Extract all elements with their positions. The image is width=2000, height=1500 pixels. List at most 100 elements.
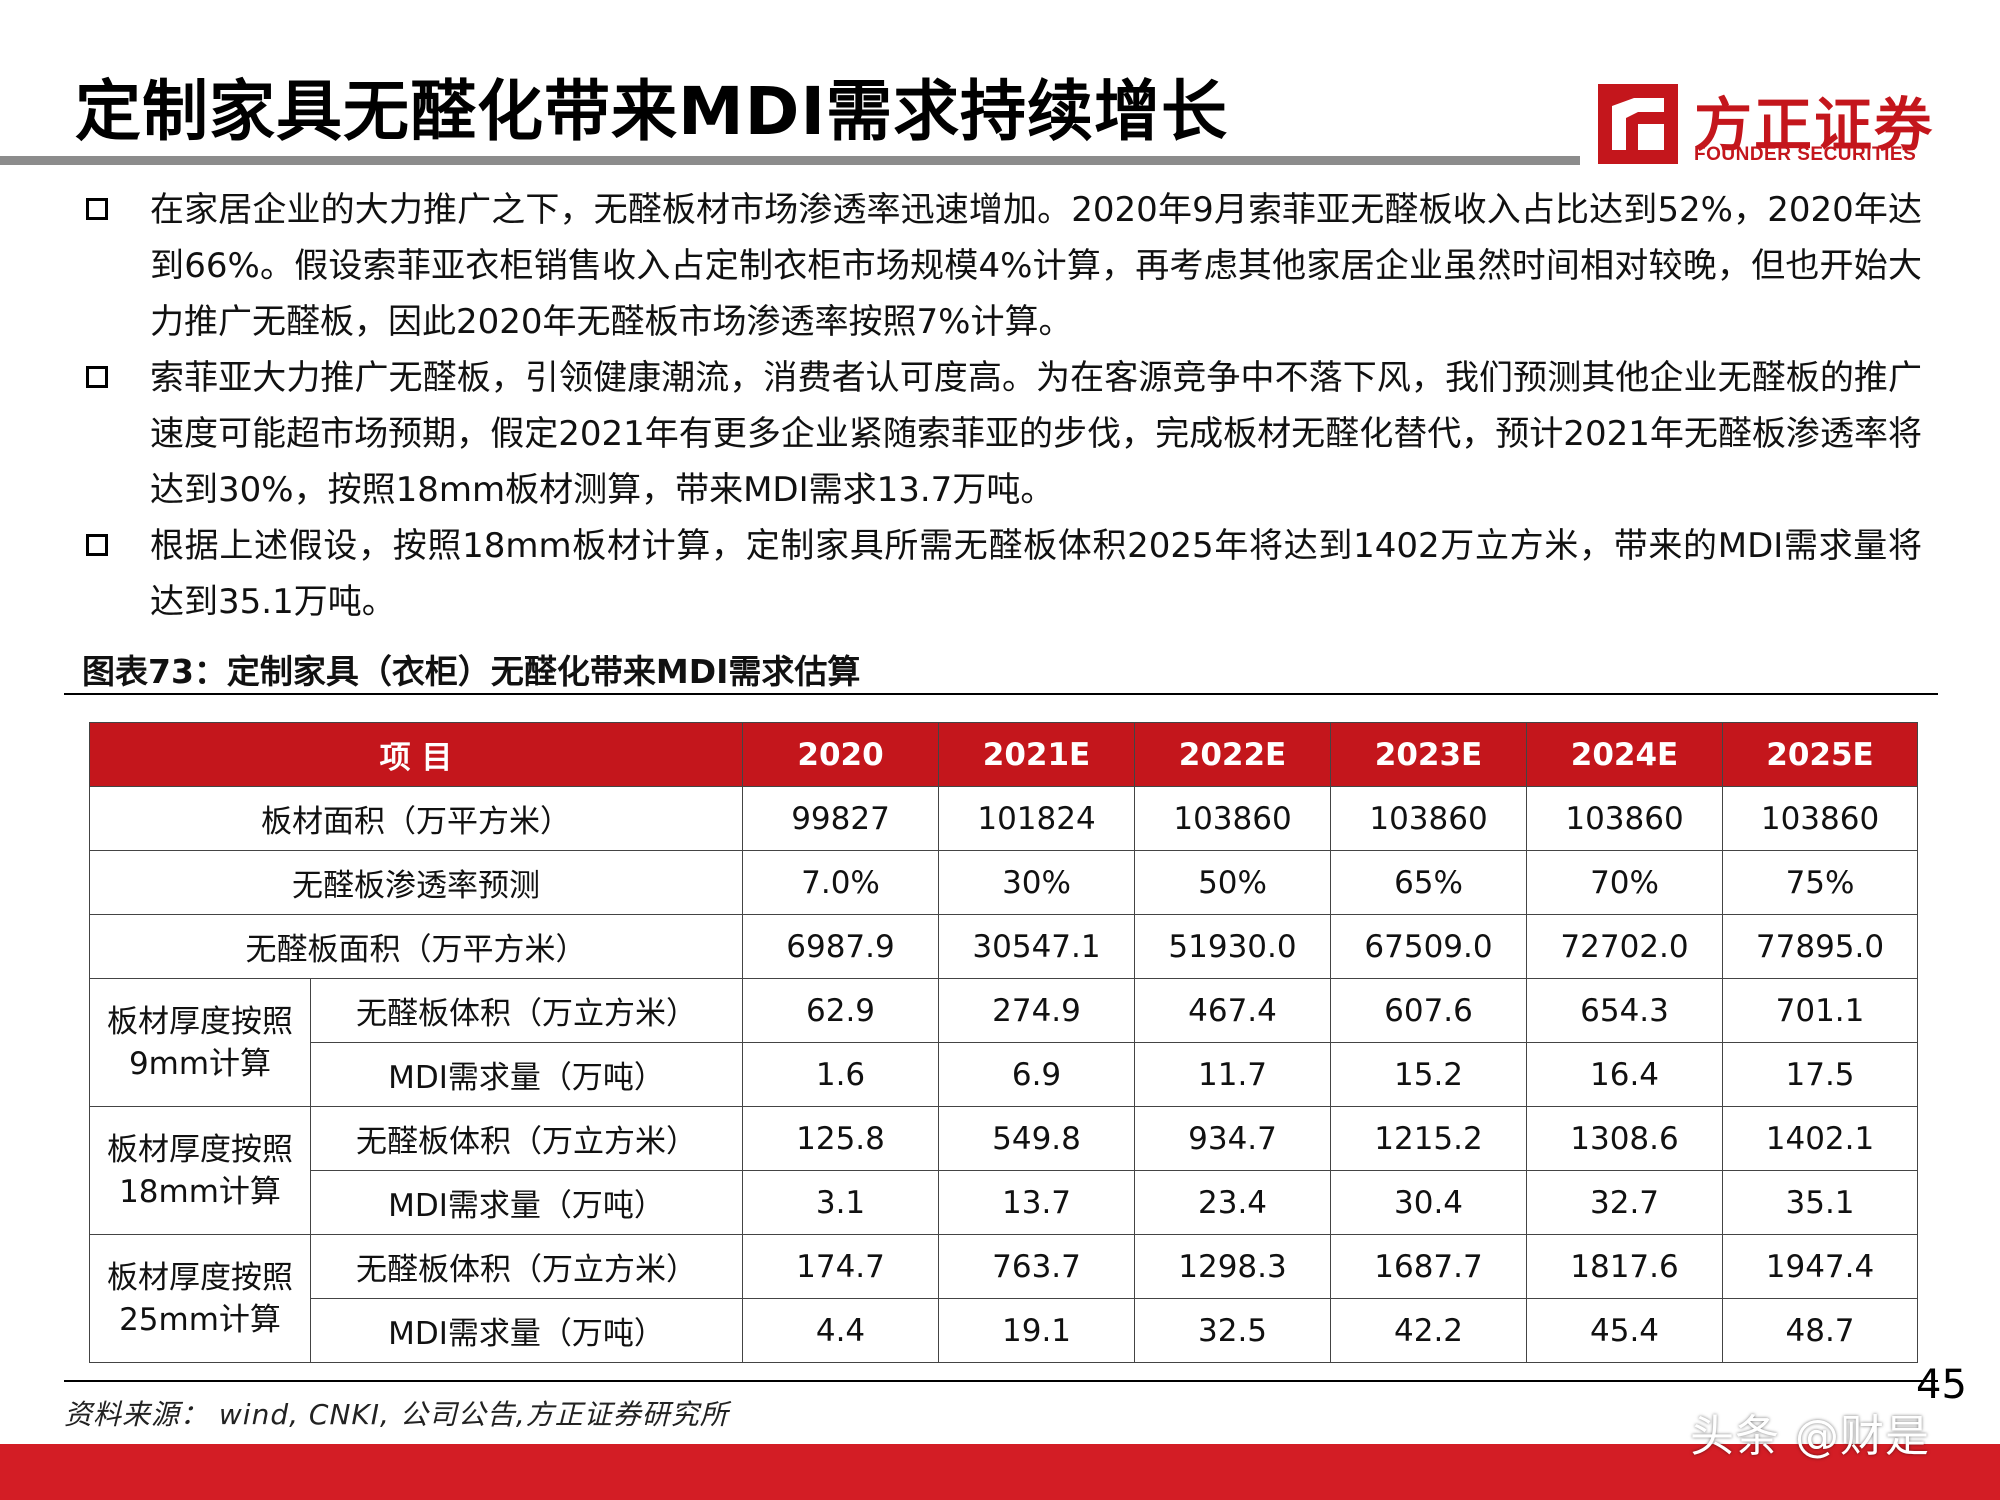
table-cell: 50% [1134, 850, 1332, 915]
table-cell: 45.4 [1526, 1298, 1724, 1363]
row-label: 板材面积（万平方米） [88, 786, 744, 851]
table-cell: 6987.9 [742, 914, 940, 979]
table-cell: 125.8 [742, 1106, 940, 1171]
table-cell: 103860 [1134, 786, 1332, 851]
column-header: 2020 [742, 722, 940, 787]
table-cell: 51930.0 [1134, 914, 1332, 979]
square-bullet-icon [86, 366, 108, 388]
table-cell: 15.2 [1330, 1042, 1528, 1107]
row-label: 无醛板面积（万平方米） [88, 914, 744, 979]
row-label: 无醛板体积（万立方米） [309, 1106, 744, 1171]
table-cell: 72702.0 [1526, 914, 1724, 979]
brand-logo: 方正证券 FOUNDER SECURITIES [1598, 78, 1932, 168]
table-row: MDI需求量（万吨） 4.4 19.1 32.5 42.2 45.4 48.7 [90, 1298, 1919, 1363]
bullet-item: 索菲亚大力推广无醛板，引领健康潮流，消费者认可度高。为在客源竞争中不落下风，我们… [82, 350, 1922, 518]
title-underline [0, 156, 1580, 165]
bullet-list: 在家居企业的大力推广之下，无醛板材市场渗透率迅速增加。2020年9月索菲亚无醛板… [82, 182, 1922, 630]
table-row: 板材厚度按照 18mm计算 无醛板体积（万立方米） 125.8 549.8 93… [89, 1106, 1919, 1235]
logo-english-name: FOUNDER SECURITIES [1694, 144, 1917, 165]
table-row: 无醛板面积（万平方米） 6987.9 30547.1 51930.0 67509… [88, 914, 1919, 979]
column-header: 2021E [938, 722, 1136, 787]
source-rule [64, 1380, 1938, 1382]
row-label: 无醛板体积（万立方米） [309, 1234, 744, 1299]
column-header: 2023E [1330, 722, 1528, 787]
table-header-row: 项 目 2020 2021E 2022E 2023E 2024E 2025E [88, 722, 1919, 787]
row-label: 无醛板渗透率预测 [88, 850, 744, 915]
table-cell: 934.7 [1134, 1106, 1332, 1171]
table-cell: 67509.0 [1330, 914, 1528, 979]
group-label: 板材厚度按照 18mm计算 [89, 1106, 311, 1235]
table-cell: 65% [1330, 850, 1528, 915]
table-cell: 6.9 [938, 1042, 1136, 1107]
table-cell: 763.7 [938, 1234, 1136, 1299]
table-cell: 30547.1 [938, 914, 1136, 979]
bullet-item: 根据上述假设，按照18mm板材计算，定制家具所需无醛板体积2025年将达到140… [82, 518, 1922, 630]
group-label-line: 9mm计算 [128, 1045, 272, 1082]
table-cell: 103860 [1526, 786, 1724, 851]
table-cell: 32.7 [1526, 1170, 1724, 1235]
logo-chinese-name: 方正证券 [1694, 91, 1935, 159]
bullet-item: 在家居企业的大力推广之下，无醛板材市场渗透率迅速增加。2020年9月索菲亚无醛板… [82, 182, 1922, 350]
table-cell: 1308.6 [1526, 1106, 1724, 1171]
table-cell: 19.1 [938, 1298, 1136, 1363]
footer-band [0, 1444, 2000, 1500]
square-bullet-icon [86, 534, 108, 556]
bullet-text: 根据上述假设，按照18mm板材计算，定制家具所需无醛板体积2025年将达到140… [150, 526, 1922, 622]
table-cell: 35.1 [1722, 1170, 1919, 1235]
table-cell: 174.7 [742, 1234, 940, 1299]
founder-logo-icon [1598, 84, 1678, 164]
table-cell: 1298.3 [1134, 1234, 1332, 1299]
page-number: 45 [1916, 1362, 1967, 1408]
table-cell: 4.4 [742, 1298, 940, 1363]
table-cell: 549.8 [938, 1106, 1136, 1171]
table-cell: 16.4 [1526, 1042, 1724, 1107]
table-cell: 1215.2 [1330, 1106, 1528, 1171]
table-cell: 607.6 [1330, 978, 1528, 1043]
column-header: 2022E [1134, 722, 1332, 787]
group-label: 板材厚度按照 25mm计算 [89, 1234, 311, 1363]
table-cell: 7.0% [742, 850, 940, 915]
group-label-line: 板材厚度按照 [107, 1131, 293, 1168]
table-cell: 11.7 [1134, 1042, 1332, 1107]
table-cell: 467.4 [1134, 978, 1332, 1043]
page-title: 定制家具无醛化带来MDI需求持续增长 [75, 73, 1229, 150]
table-cell: 1947.4 [1722, 1234, 1919, 1299]
table-cell: 70% [1526, 850, 1724, 915]
table-cell: 48.7 [1722, 1298, 1919, 1363]
column-header: 项 目 [88, 722, 744, 787]
table-cell: 101824 [938, 786, 1136, 851]
table-cell: 62.9 [742, 978, 940, 1043]
table-row: 板材厚度按照 25mm计算 无醛板体积（万立方米） 174.7 763.7 12… [89, 1234, 1919, 1363]
mdi-demand-table: 项 目 2020 2021E 2022E 2023E 2024E 2025E 板… [88, 722, 1919, 1363]
table-cell: 30% [938, 850, 1136, 915]
caption-rule [64, 693, 1938, 695]
table-cell: 17.5 [1722, 1042, 1919, 1107]
table-cell: 1687.7 [1330, 1234, 1528, 1299]
table-cell: 77895.0 [1722, 914, 1919, 979]
table-cell: 103860 [1722, 786, 1919, 851]
group-label-line: 18mm计算 [119, 1173, 281, 1210]
bullet-text: 在家居企业的大力推广之下，无醛板材市场渗透率迅速增加。2020年9月索菲亚无醛板… [150, 190, 1922, 342]
row-label: MDI需求量（万吨） [309, 1042, 744, 1107]
table-cell: 75% [1722, 850, 1919, 915]
row-label: 无醛板体积（万立方米） [309, 978, 744, 1043]
column-header: 2025E [1722, 722, 1919, 787]
square-bullet-icon [86, 198, 108, 220]
table-cell: 3.1 [742, 1170, 940, 1235]
table-cell: 654.3 [1526, 978, 1724, 1043]
table-cell: 701.1 [1722, 978, 1919, 1043]
table-cell: 103860 [1330, 786, 1528, 851]
source-note: 资料来源： wind, CNKI, 公司公告,方正证券研究所 [64, 1398, 729, 1431]
table-cell: 32.5 [1134, 1298, 1332, 1363]
table-row: 板材面积（万平方米） 99827 101824 103860 103860 10… [88, 786, 1919, 851]
row-label: MDI需求量（万吨） [309, 1170, 744, 1235]
table-row: MDI需求量（万吨） 1.6 6.9 11.7 15.2 16.4 17.5 [90, 1042, 1919, 1107]
row-label: MDI需求量（万吨） [309, 1298, 744, 1363]
table-cell: 99827 [742, 786, 940, 851]
table-row: 无醛板渗透率预测 7.0% 30% 50% 65% 70% 75% [88, 850, 1919, 915]
table-cell: 13.7 [938, 1170, 1136, 1235]
table-cell: 42.2 [1330, 1298, 1528, 1363]
table-cell: 1.6 [742, 1042, 940, 1107]
figure-caption: 图表73：定制家具（衣柜）无醛化带来MDI需求估算 [82, 652, 861, 691]
table-row: 板材厚度按照 9mm计算 无醛板体积（万立方米） 62.9 274.9 467.… [89, 978, 1919, 1107]
